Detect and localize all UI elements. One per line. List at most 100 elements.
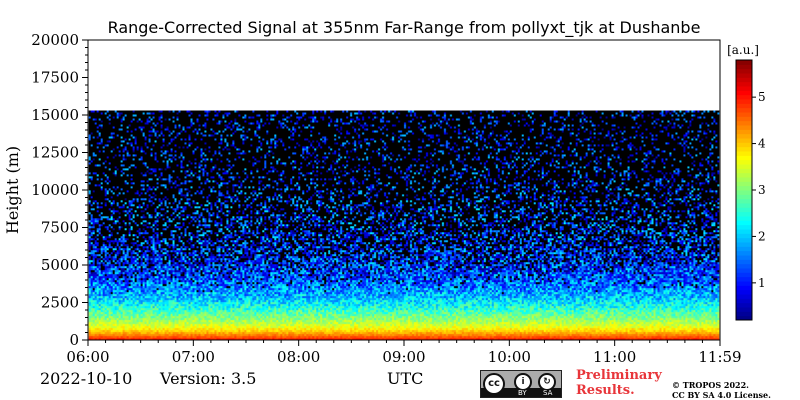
copyright-line1: © TROPOS 2022. [672, 380, 749, 390]
colorbar-tick-label: 3 [758, 183, 766, 197]
x-tick-label: 06:00 [66, 348, 109, 366]
colorbar-segment [736, 146, 752, 152]
colorbar-segment [736, 151, 752, 156]
colorbar-tick-label: 2 [758, 229, 766, 243]
colorbar-segment [736, 125, 752, 130]
date-label: 2022-10-10 [40, 369, 133, 388]
colorbar-segment [736, 168, 752, 174]
x-tick-label: 08:00 [277, 348, 320, 366]
colorbar-segment [736, 129, 752, 135]
colorbar-segment [736, 233, 752, 239]
colorbar-segment [736, 177, 752, 182]
colorbar-segment [736, 159, 752, 165]
colorbar-segment [736, 220, 752, 226]
colorbar-segment [736, 250, 752, 256]
colorbar-segment [736, 133, 752, 139]
colorbar-segment [736, 294, 752, 299]
y-axis-label: Height (m) [3, 146, 22, 234]
preliminary-notice: Preliminary Results. [576, 368, 662, 398]
cc-by-icon: i [514, 373, 532, 391]
colorbar-segment [736, 203, 752, 208]
signal-heatmap [88, 110, 720, 340]
y-tick-label: 15000 [31, 106, 79, 124]
cc-logo-icon: cc [483, 373, 505, 395]
y-tick-label: 20000 [31, 31, 79, 49]
y-tick-label: 2500 [41, 294, 79, 312]
colorbar-segment [736, 229, 752, 234]
y-tick-label: 7500 [41, 219, 79, 237]
colorbar-segment [736, 307, 752, 312]
x-tick-label: 11:00 [593, 348, 636, 366]
colorbar-segment [736, 207, 752, 213]
cc-sa-label: SA [543, 389, 553, 397]
colorbar-segment [736, 315, 752, 321]
x-tick-label: 11:59 [698, 348, 741, 366]
colorbar-unit-label: [a.u.] [727, 43, 759, 57]
x-tick-label: 07:00 [172, 348, 215, 366]
colorbar-segment [736, 246, 752, 252]
colorbar-segment [736, 311, 752, 317]
preliminary-line1: Preliminary [576, 368, 662, 383]
colorbar-segment [736, 120, 752, 126]
colorbar-segment [736, 263, 752, 269]
colorbar-segment [736, 289, 752, 295]
colorbar-tick-label: 5 [758, 90, 766, 104]
colorbar-segment [736, 73, 752, 78]
cc-license-badge: cc i ↻ BY SA [480, 370, 562, 398]
colorbar-segment [736, 285, 752, 291]
colorbar-segment [736, 86, 752, 91]
colorbar-segment [736, 107, 752, 113]
colorbar-segment [736, 99, 752, 104]
colorbar-segment [736, 64, 752, 70]
colorbar-segment [736, 164, 752, 169]
colorbar-segment [736, 298, 752, 304]
colorbar-segment [736, 190, 752, 195]
colorbar-tick-label: 1 [758, 276, 766, 290]
x-axis-label: UTC [387, 369, 424, 388]
colorbar-segment [736, 90, 752, 96]
cc-by-label: BY [518, 389, 527, 397]
colorbar-segment [736, 103, 752, 109]
colorbar-segment [736, 138, 752, 143]
colorbar-segment [736, 237, 752, 243]
colorbar-segment [736, 77, 752, 83]
colorbar-tick-label: 4 [758, 137, 766, 151]
colorbar-segment [736, 224, 752, 230]
colorbar-segment [736, 268, 752, 273]
colorbar-segment [736, 181, 752, 187]
colorbar-segment [736, 112, 752, 117]
colorbar-segment [736, 94, 752, 100]
cc-badge-strip [481, 388, 561, 397]
colorbar-segment [736, 81, 752, 87]
colorbar-segment [736, 272, 752, 278]
copyright-notice: © TROPOS 2022. CC BY SA 4.0 License. [672, 380, 771, 400]
y-tick-label: 0 [69, 331, 79, 349]
colorbar-segment [736, 155, 752, 161]
colorbar-segment [736, 194, 752, 200]
y-tick-label: 17500 [31, 69, 79, 87]
colorbar-segment [736, 60, 752, 65]
colorbar-segment [736, 259, 752, 265]
chart-title: Range-Corrected Signal at 355nm Far-Rang… [108, 18, 701, 38]
colorbar-segment [736, 211, 752, 217]
colorbar-segment [736, 276, 752, 282]
x-tick-label: 10:00 [488, 348, 531, 366]
preliminary-line2: Results. [576, 383, 635, 398]
colorbar-segment [736, 302, 752, 308]
y-tick-label: 10000 [31, 181, 79, 199]
colorbar-segment [736, 198, 752, 204]
cc-sa-icon: ↻ [538, 373, 556, 391]
colorbar-segment [736, 68, 752, 74]
colorbar-segment [736, 116, 752, 122]
copyright-line2: CC BY SA 4.0 License. [672, 390, 771, 400]
colorbar-segment [736, 242, 752, 247]
colorbar-segment [736, 172, 752, 178]
colorbar-segment [736, 216, 752, 221]
y-tick-label: 5000 [41, 256, 79, 274]
x-tick-label: 09:00 [382, 348, 425, 366]
y-tick-label: 12500 [31, 144, 79, 162]
colorbar-segment [736, 185, 752, 191]
colorbar-segment [736, 142, 752, 148]
version-label: Version: 3.5 [160, 369, 257, 388]
